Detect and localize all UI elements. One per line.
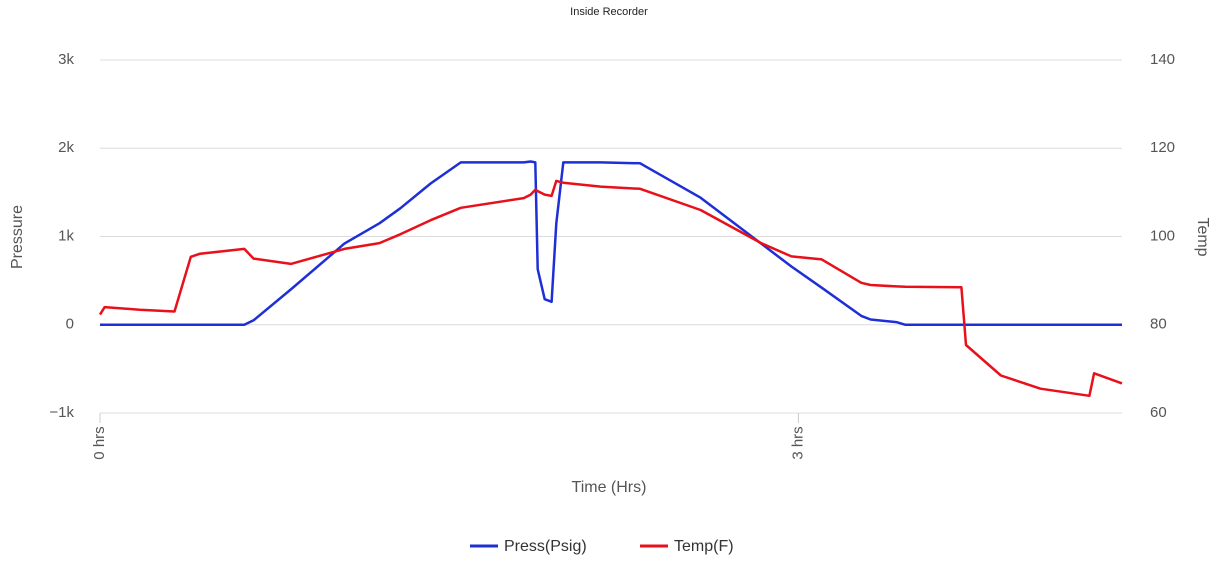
data-line [100,160,1122,327]
legend-label[interactable]: Temp(F) [674,538,734,555]
y2-tick-label: 80 [1150,316,1167,333]
y-tick-label: 2k [58,139,74,156]
y2-tick-label: 60 [1150,404,1167,421]
y-tick-label: −1k [49,404,74,421]
x-tick-label: 3 hrs [789,426,806,459]
x-tick-label: 0 hrs [91,426,108,459]
y2-tick-label: 120 [1150,139,1175,156]
y2-tick-label: 140 [1150,51,1175,68]
y2-tick-label: 100 [1150,227,1175,244]
x-axis-title: Time (Hrs) [572,479,647,496]
y-axis-title: Pressure [9,205,26,269]
chart-title: Inside Recorder [570,6,648,18]
y2-axis-title: Temp [1194,217,1211,256]
legend-label[interactable]: Press(Psig) [504,538,587,555]
y-tick-label: 1k [58,227,74,244]
y-tick-label: 3k [58,51,74,68]
y-tick-label: 0 [66,316,74,333]
data-line [98,179,1123,398]
